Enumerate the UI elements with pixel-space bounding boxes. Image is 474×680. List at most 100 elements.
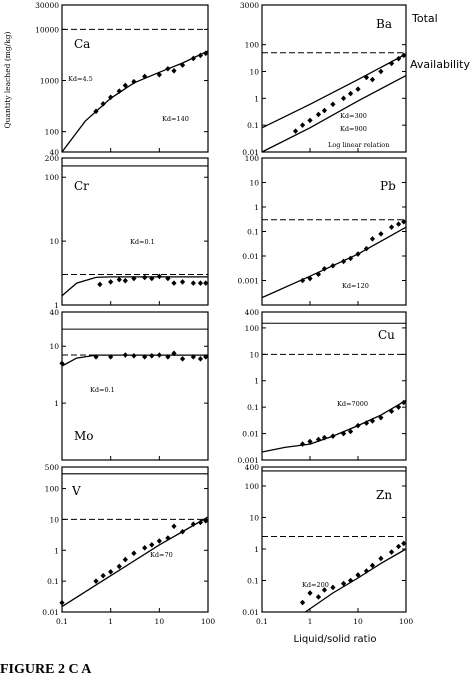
y-tick-label: 10 bbox=[249, 350, 259, 359]
data-point bbox=[116, 276, 122, 283]
data-point bbox=[156, 273, 162, 280]
y-tick-label: 100 bbox=[45, 128, 60, 137]
model-curve bbox=[261, 53, 407, 129]
y-tick-label: 100 bbox=[245, 41, 260, 50]
model-curve bbox=[61, 516, 209, 608]
data-point bbox=[369, 76, 376, 83]
data-point bbox=[100, 101, 106, 107]
data-point bbox=[179, 356, 186, 362]
data-point bbox=[363, 74, 370, 81]
y-tick-label: 1000 bbox=[40, 77, 59, 86]
panel-title: Cr bbox=[74, 179, 89, 193]
y-tick-label: 10 bbox=[49, 237, 59, 246]
data-point bbox=[347, 90, 354, 97]
kd-annotation: Kd=0.1 bbox=[130, 238, 155, 246]
data-point bbox=[307, 438, 313, 445]
kd-annotation: Kd=140 bbox=[162, 115, 189, 123]
data-point bbox=[116, 563, 122, 570]
kd-annotation: Kd=300 bbox=[340, 112, 367, 120]
data-point bbox=[307, 590, 313, 596]
kd-annotation: Kd=0.1 bbox=[90, 386, 115, 394]
data-point bbox=[299, 122, 306, 128]
kd-annotation: Log linear relation bbox=[328, 141, 389, 149]
data-point bbox=[363, 245, 370, 252]
data-point bbox=[93, 578, 99, 584]
data-point bbox=[388, 408, 395, 415]
data-point bbox=[100, 572, 106, 579]
panel-mo: 40 10 1 Mo Kd=0.1 bbox=[49, 308, 209, 461]
data-point bbox=[315, 111, 322, 118]
x-tick-label: 0.1 bbox=[256, 617, 268, 626]
data-point bbox=[369, 418, 376, 424]
y-tick-label: 10 bbox=[49, 515, 59, 524]
panel-title: Ba bbox=[376, 17, 392, 31]
panel-title: V bbox=[71, 484, 81, 498]
data-point bbox=[156, 71, 162, 78]
y-tick-label: 1 bbox=[54, 399, 59, 408]
data-point bbox=[179, 528, 186, 535]
data-point bbox=[149, 542, 155, 548]
y-tick-label: 1 bbox=[254, 545, 259, 554]
total-label: Total bbox=[411, 12, 438, 25]
data-point bbox=[292, 128, 299, 134]
data-point bbox=[142, 274, 148, 281]
data-point bbox=[307, 117, 313, 124]
data-point bbox=[122, 352, 128, 358]
data-point bbox=[165, 535, 171, 541]
y-tick-label: 100 bbox=[245, 324, 260, 333]
data-point bbox=[355, 422, 361, 429]
data-point bbox=[156, 352, 162, 358]
data-point bbox=[165, 354, 171, 360]
panel-frame bbox=[61, 311, 209, 461]
data-point bbox=[131, 275, 137, 282]
y-tick-label: 0.01 bbox=[242, 608, 259, 617]
y-tick-label: 0.1 bbox=[247, 403, 259, 412]
kd-annotation: Kd=120 bbox=[342, 282, 369, 290]
data-point bbox=[97, 281, 103, 288]
data-point bbox=[165, 65, 171, 72]
data-point bbox=[355, 572, 361, 578]
data-point bbox=[321, 434, 328, 441]
data-point bbox=[122, 277, 128, 284]
y-tick-label: 40 bbox=[49, 148, 59, 157]
data-point bbox=[315, 271, 322, 278]
y-tick-label: 30000 bbox=[35, 1, 59, 10]
data-point bbox=[203, 50, 209, 57]
data-point bbox=[171, 67, 177, 74]
data-point bbox=[108, 569, 114, 575]
y-tick-label: 100 bbox=[245, 154, 260, 163]
y-tick-label: 0.1 bbox=[247, 228, 259, 237]
data-point bbox=[179, 279, 186, 285]
y-tick-label: 100 bbox=[45, 173, 60, 182]
data-point bbox=[330, 433, 336, 439]
y-tick-label: 0.1 bbox=[247, 576, 259, 585]
data-point bbox=[190, 354, 196, 360]
panel-frame bbox=[61, 157, 209, 306]
data-point bbox=[330, 584, 336, 591]
y-tick-label: 10 bbox=[49, 342, 59, 351]
data-point bbox=[59, 599, 65, 606]
x-tick-label: 10 bbox=[353, 617, 363, 626]
y-tick-label: 0.01 bbox=[242, 148, 259, 157]
data-point bbox=[347, 577, 354, 584]
data-point bbox=[347, 428, 354, 435]
panel-pb: 100 10 1 0.1 0.01 0.001 Pb Kd=120 bbox=[238, 154, 407, 306]
data-point bbox=[321, 587, 328, 593]
y-tick-label: 10 bbox=[249, 513, 259, 522]
data-point bbox=[197, 519, 204, 526]
y-tick-label: 10000 bbox=[35, 25, 59, 34]
kd-annotation: Kd=200 bbox=[302, 581, 329, 589]
panel-title: Zn bbox=[376, 488, 392, 502]
x-tick-label: 10 bbox=[155, 617, 165, 626]
panel-title: Pb bbox=[380, 179, 396, 193]
kd-annotation: Kd=900 bbox=[340, 125, 367, 133]
data-point bbox=[165, 275, 171, 282]
data-point bbox=[171, 280, 177, 286]
data-point bbox=[307, 275, 313, 282]
data-point bbox=[340, 430, 347, 437]
data-point bbox=[395, 55, 402, 62]
data-point bbox=[142, 354, 148, 360]
data-point bbox=[395, 404, 402, 410]
